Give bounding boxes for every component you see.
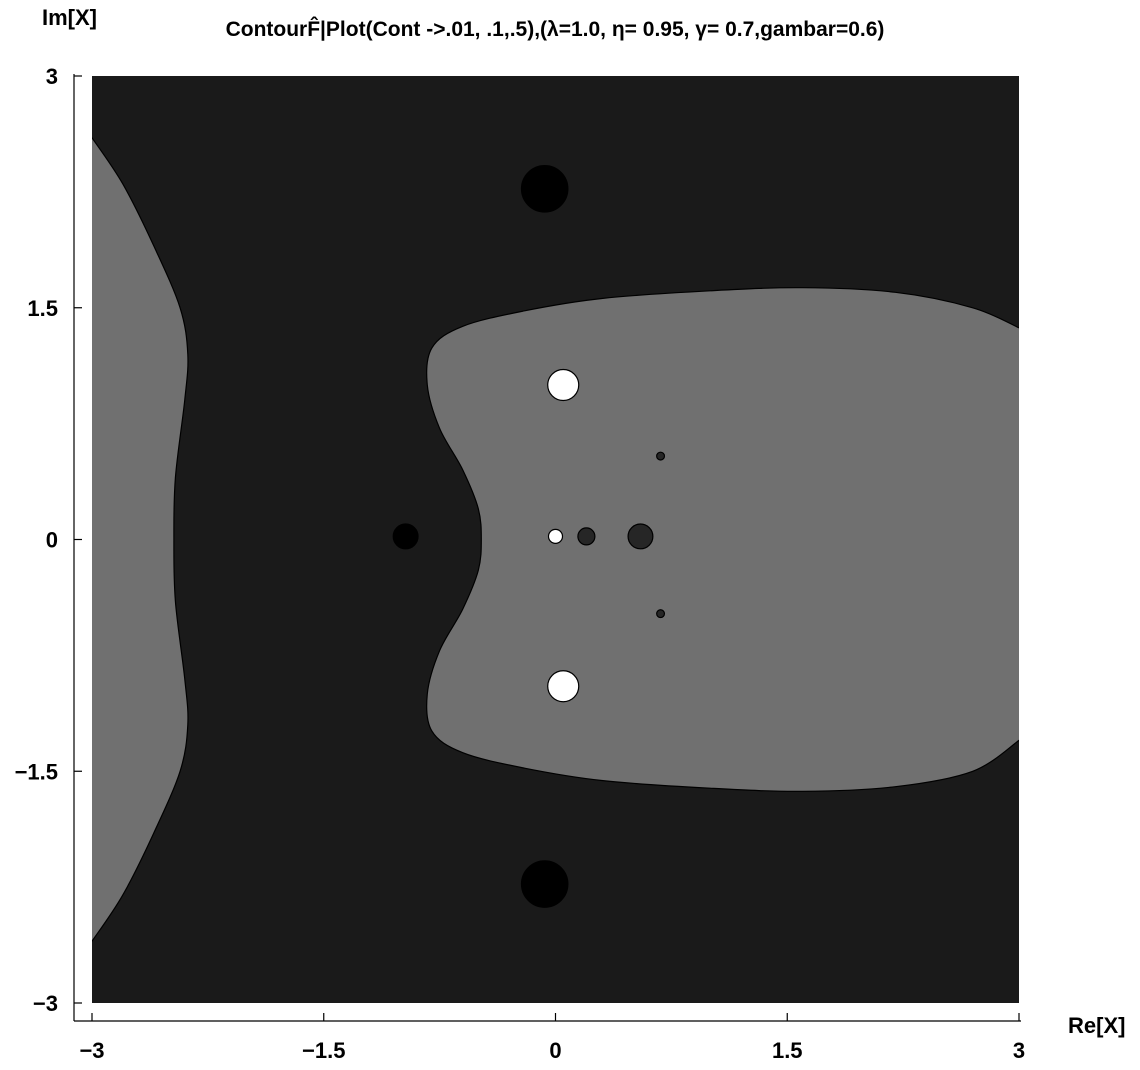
contour-spot-3 bbox=[392, 523, 419, 550]
axes: −3 −1.5 0 1.5 3 −3 −1.5 0 1.5 3 bbox=[15, 64, 1026, 1063]
contour-spot-7 bbox=[577, 527, 596, 546]
contour-spot-1 bbox=[520, 164, 569, 213]
y-axis-label: Im[X] bbox=[42, 5, 97, 30]
contour-spot-5 bbox=[547, 670, 580, 703]
x-tick-label-2: 0 bbox=[549, 1038, 561, 1063]
contour-region-left-band bbox=[92, 137, 189, 942]
y-tick-label-2: 0 bbox=[46, 528, 58, 553]
x-axis-label: Re[X] bbox=[1068, 1013, 1125, 1038]
y-tick-label-3: 1.5 bbox=[27, 296, 58, 321]
y-tick-label-4: 3 bbox=[46, 64, 58, 89]
contour-region-right-lobe bbox=[426, 287, 1019, 792]
contour-spot-4 bbox=[547, 368, 580, 402]
contour-spot-6 bbox=[547, 528, 564, 545]
contour-spot-2 bbox=[520, 860, 569, 908]
y-tick-label-0: −3 bbox=[33, 991, 58, 1016]
contour-spot-10 bbox=[656, 609, 666, 619]
contour-spot-9 bbox=[656, 451, 666, 461]
x-tick-label-0: −3 bbox=[79, 1038, 104, 1063]
contour-spot-8 bbox=[627, 523, 654, 550]
x-tick-label-1: −1.5 bbox=[302, 1038, 345, 1063]
x-tick-label-4: 3 bbox=[1013, 1038, 1025, 1063]
plot-area bbox=[92, 76, 1019, 1003]
chart-title: ContourF̂|Plot(Cont ->.01, .1,.5),(λ=1.0… bbox=[226, 16, 885, 41]
y-tick-label-1: −1.5 bbox=[15, 759, 58, 784]
x-tick-label-3: 1.5 bbox=[772, 1038, 803, 1063]
